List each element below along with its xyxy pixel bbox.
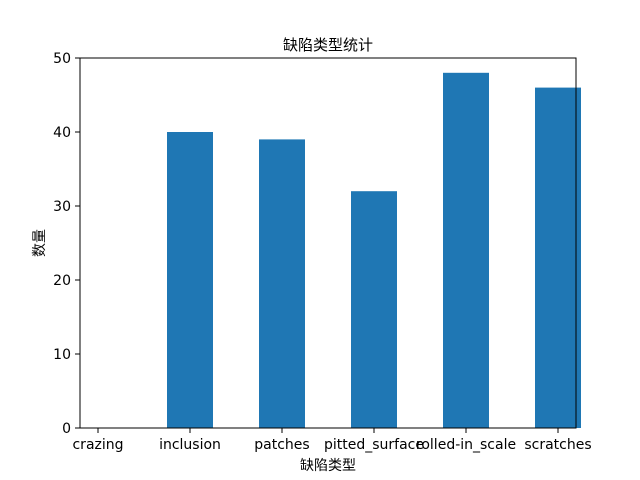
x-tick-label: inclusion — [159, 437, 221, 453]
y-axis-label: 数量 — [32, 229, 48, 257]
bar-rolled-in_scale — [443, 72, 489, 429]
bar-patches — [259, 139, 305, 428]
y-axis: 0 10 20 30 40 50 — [53, 51, 80, 437]
y-tick-label: 50 — [53, 51, 71, 67]
x-axis-label: 缺陷类型 — [300, 458, 356, 474]
y-tick-label: 0 — [62, 421, 71, 437]
x-axis: crazing inclusion patches pitted_surfacerol… — [72, 428, 592, 453]
y-tick-label: 20 — [53, 273, 71, 289]
x-tick-label: patches — [254, 437, 309, 453]
bar-scratches — [535, 87, 581, 428]
y-tick-label: 40 — [53, 125, 71, 141]
chart-title: 缺陷类型统计 — [283, 36, 373, 54]
y-tick-label: 10 — [53, 347, 71, 363]
x-tick-label: rolled-in_scale — [416, 437, 516, 453]
bar-inclusion — [167, 132, 213, 428]
plot-frame — [79, 57, 577, 429]
x-tick-label: pitted_surface — [324, 437, 424, 453]
y-tick-label: 30 — [53, 199, 71, 215]
x-tick-label: crazing — [72, 437, 123, 453]
x-tick-label: scratches — [524, 437, 591, 453]
bars — [167, 72, 581, 429]
bar-pitted_surface — [351, 191, 397, 428]
